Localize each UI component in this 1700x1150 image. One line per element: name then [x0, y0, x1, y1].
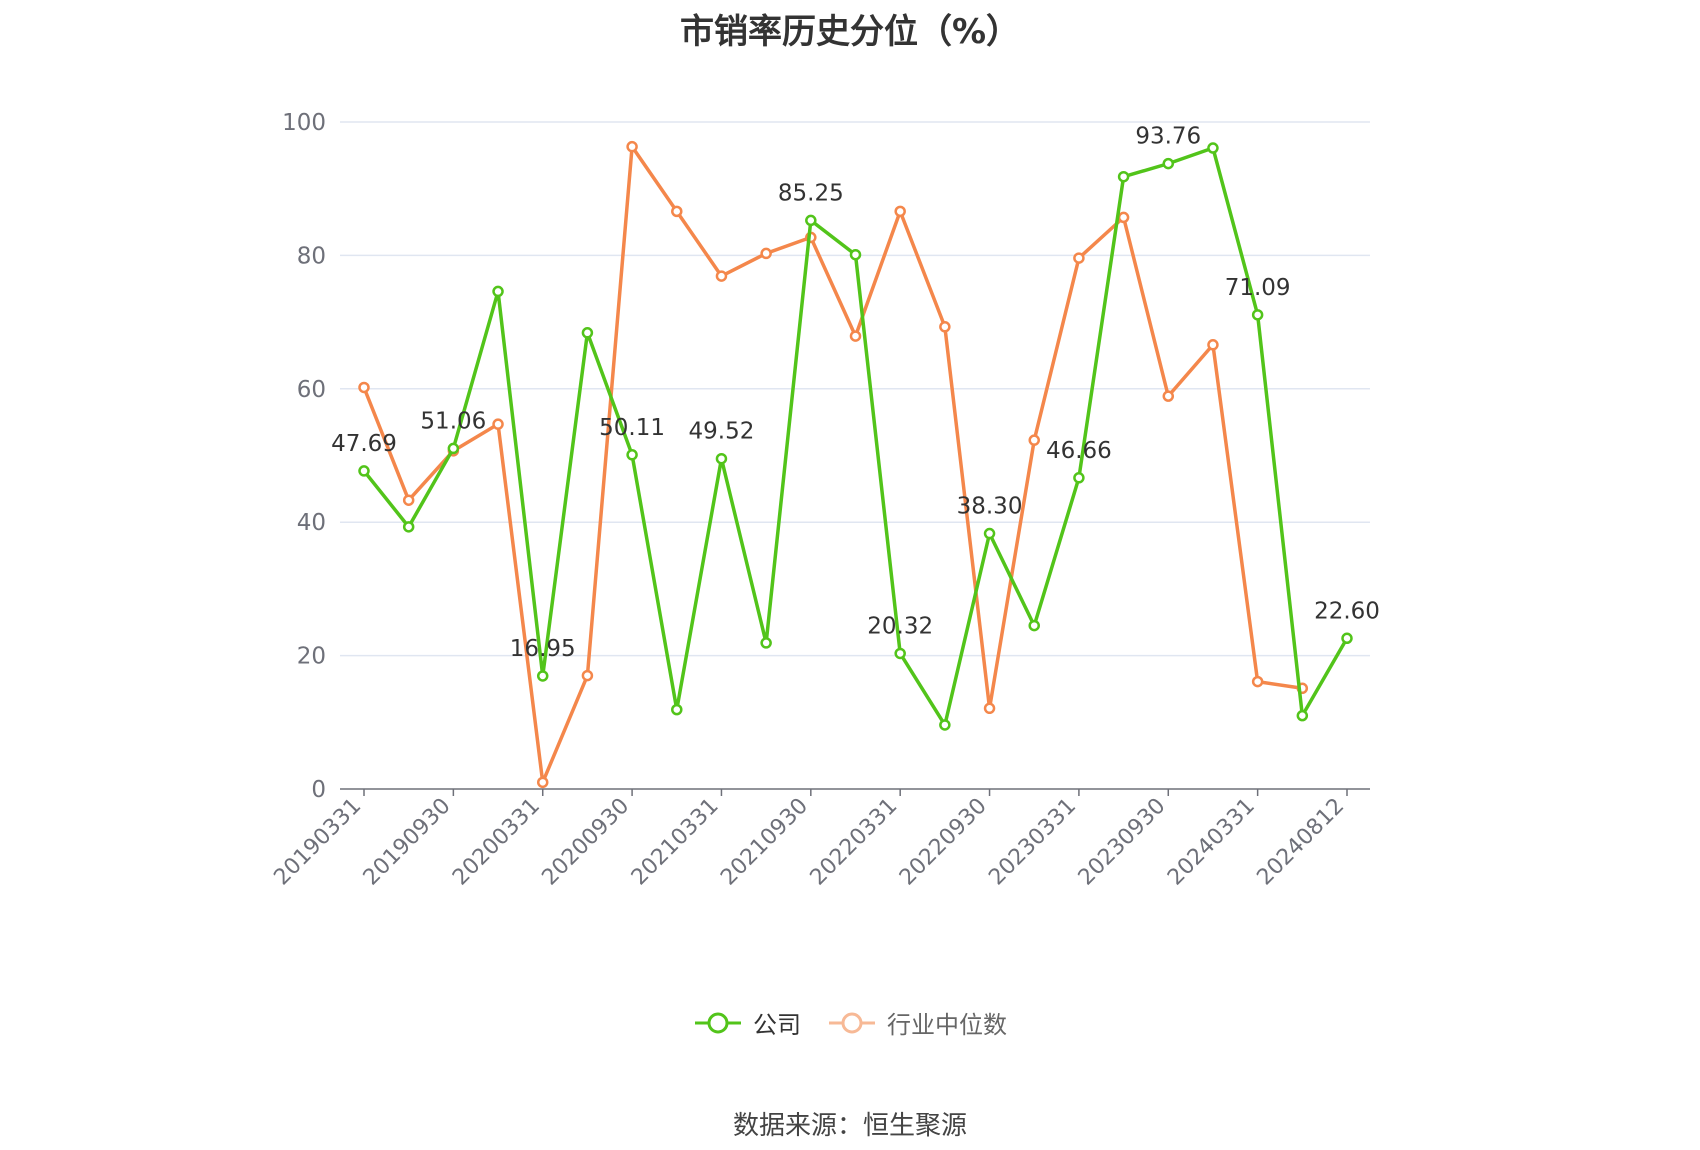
data-source: 数据来源：恒生聚源: [732, 1111, 967, 1141]
data-point-industry[interactable]: [1117, 211, 1130, 224]
data-label: 71.09: [1225, 275, 1291, 301]
data-point-industry[interactable]: [1028, 434, 1040, 446]
data-point-industry[interactable]: [1207, 339, 1219, 351]
x-tick-label: 20230930: [1074, 794, 1171, 891]
legend-line-industry-icon: [829, 1012, 875, 1033]
data-point-industry[interactable]: [939, 321, 951, 333]
data-point-company[interactable]: [939, 719, 951, 731]
grid-lines: [340, 121, 1370, 657]
data-point-company[interactable]: [447, 442, 460, 455]
y-axis: 0 20 40 60 80 100: [282, 110, 326, 803]
data-point-company[interactable]: [849, 248, 862, 261]
data-point-company[interactable]: [402, 521, 415, 533]
data-point-company[interactable]: [894, 647, 906, 660]
data-point-company[interactable]: [1028, 619, 1040, 632]
data-point-company[interactable]: [536, 670, 549, 682]
data-point-industry[interactable]: [894, 205, 906, 218]
x-tick-label: 20210331: [627, 794, 724, 891]
legend-item-industry[interactable]: 行业中位数: [827, 1005, 1007, 1040]
data-point-company[interactable]: [492, 285, 504, 298]
data-point-industry[interactable]: [626, 140, 638, 153]
legend-item-company[interactable]: 公司: [693, 1005, 801, 1040]
data-point-company[interactable]: [671, 703, 683, 716]
data-point-industry[interactable]: [492, 418, 504, 430]
y-tick-label: 100: [282, 110, 326, 136]
data-point-company[interactable]: [1162, 157, 1175, 170]
data-point-company[interactable]: [581, 327, 594, 339]
data-point-company[interactable]: [1117, 170, 1130, 183]
data-labels: 47.69 51.06 16.95 50.11 49.52 85.25 20.32 38.30…: [331, 124, 1380, 662]
x-tick-label: 20190930: [359, 794, 456, 891]
data-point-industry[interactable]: [715, 270, 728, 282]
data-label: 22.60: [1314, 598, 1380, 624]
data-point-company[interactable]: [715, 452, 728, 465]
x-tick-label: 20230331: [984, 794, 1081, 891]
data-label: 16.95: [510, 636, 576, 662]
data-point-industry[interactable]: [402, 494, 415, 506]
x-tick-label: 20200930: [537, 794, 634, 891]
y-tick-label: 0: [311, 777, 326, 803]
x-tick-label: 20240331: [1163, 794, 1260, 891]
data-label: 85.25: [778, 180, 844, 206]
data-label: 46.66: [1046, 438, 1112, 464]
legend: 公司 行业中位数: [0, 1005, 1700, 1040]
x-tick-label: 20200331: [448, 794, 545, 891]
data-point-company[interactable]: [1296, 709, 1309, 722]
legend-label-industry: 行业中位数: [887, 1011, 1007, 1039]
data-point-company[interactable]: [983, 527, 996, 540]
data-label: 49.52: [689, 419, 755, 445]
data-point-industry[interactable]: [1073, 252, 1085, 264]
y-tick-label: 60: [297, 377, 326, 403]
series-layer: [358, 140, 1353, 789]
data-point-industry[interactable]: [1251, 675, 1264, 688]
data-point-industry[interactable]: [983, 702, 996, 715]
data-point-industry[interactable]: [581, 669, 594, 682]
data-label: 50.11: [599, 415, 665, 441]
data-point-company[interactable]: [1341, 632, 1353, 645]
data-point-company[interactable]: [805, 214, 817, 227]
data-label: 38.30: [957, 494, 1023, 520]
chart-title: 市销率历史分位（%）: [679, 12, 1021, 52]
legend-label-company: 公司: [753, 1011, 801, 1039]
x-tick-label: 20220331: [806, 794, 903, 891]
data-point-industry[interactable]: [671, 205, 683, 218]
data-point-industry[interactable]: [760, 247, 772, 260]
data-point-industry[interactable]: [536, 776, 549, 789]
data-point-company[interactable]: [760, 637, 772, 649]
data-label: 47.69: [331, 431, 397, 457]
x-tick-label: 20240812: [1252, 794, 1349, 891]
data-point-company[interactable]: [1073, 472, 1085, 484]
data-point-company[interactable]: [1251, 309, 1264, 321]
data-point-company[interactable]: [1207, 142, 1219, 154]
data-label: 93.76: [1135, 124, 1201, 150]
data-point-industry[interactable]: [1162, 390, 1175, 402]
data-label: 51.06: [420, 408, 486, 434]
x-tick-label: 20220930: [895, 794, 992, 891]
data-label: 20.32: [867, 613, 933, 639]
x-axis: 2019033120190930202003312020093020210331…: [269, 788, 1370, 891]
y-tick-label: 80: [297, 243, 326, 269]
y-tick-label: 20: [297, 644, 326, 670]
data-point-industry[interactable]: [849, 330, 862, 342]
y-tick-label: 40: [297, 510, 326, 536]
data-point-company[interactable]: [358, 465, 370, 477]
data-point-company[interactable]: [626, 449, 638, 461]
series-line-industry: [362, 144, 1303, 785]
data-point-industry[interactable]: [358, 381, 370, 394]
x-tick-label: 20210930: [716, 794, 813, 891]
x-tick-label: 20190331: [269, 794, 366, 891]
legend-line-company-icon: [695, 1012, 741, 1033]
